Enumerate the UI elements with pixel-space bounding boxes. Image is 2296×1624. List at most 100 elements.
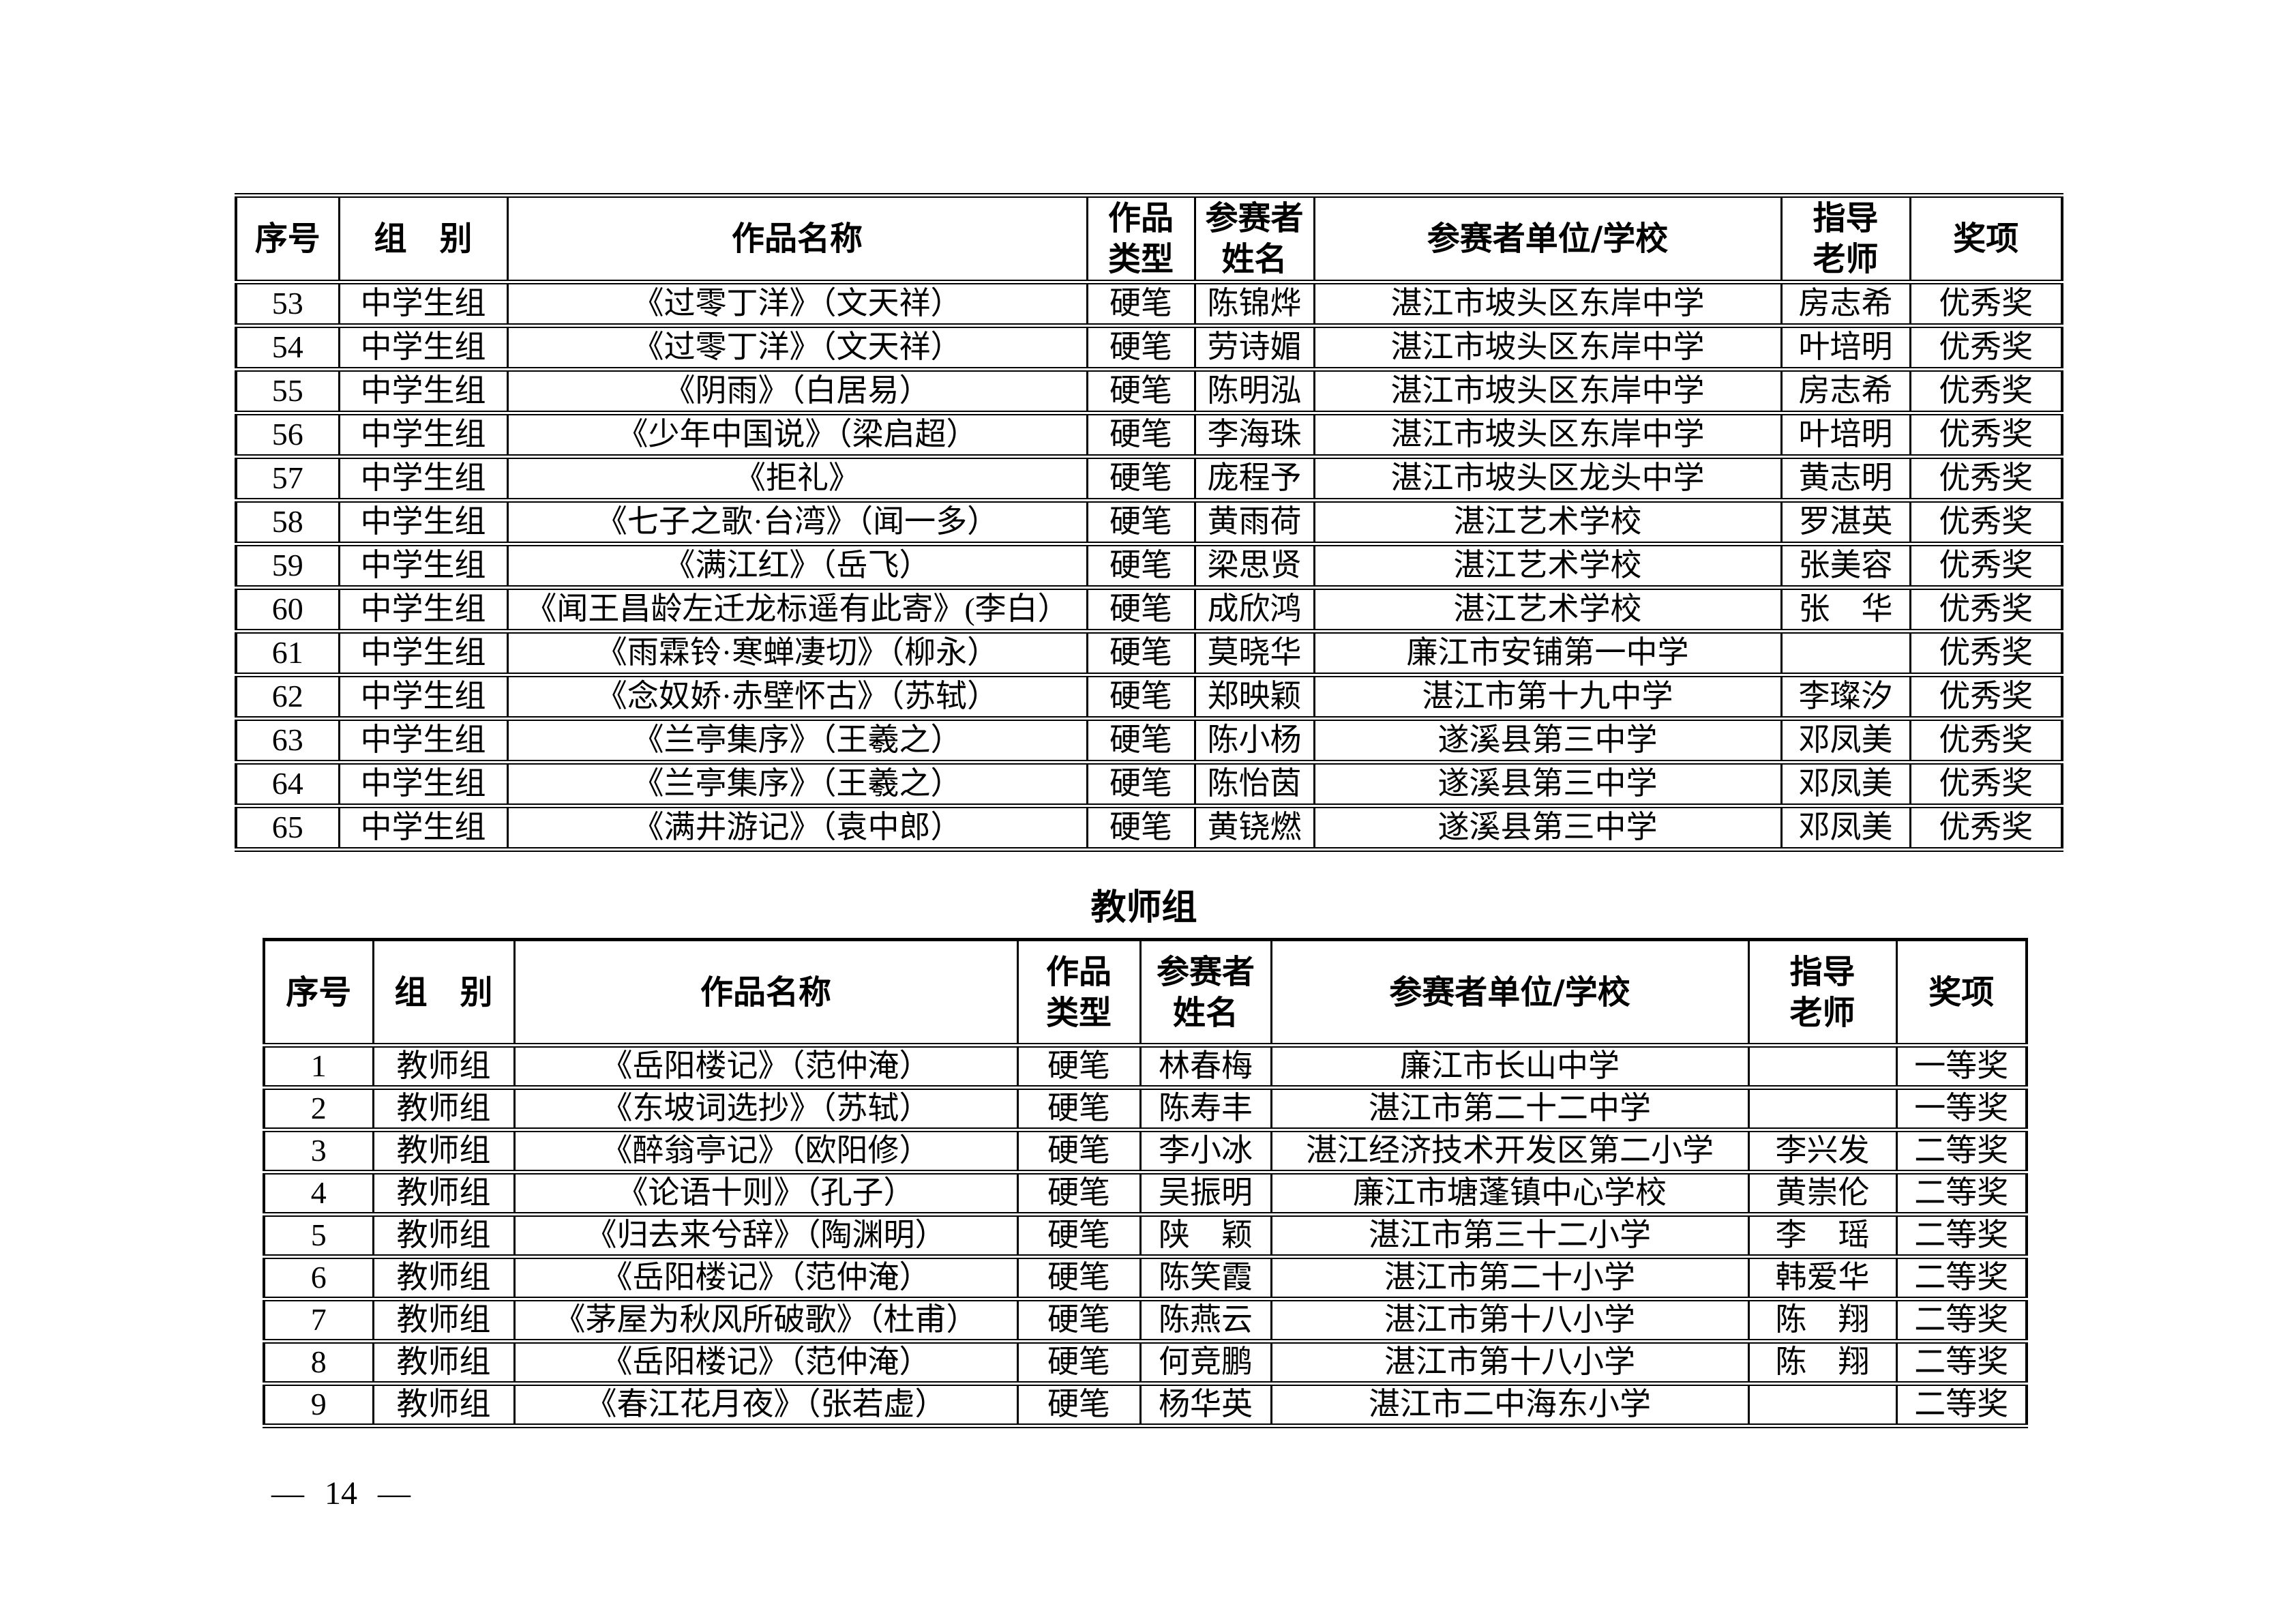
award-cell: 优秀奖	[1909, 762, 2063, 808]
table-row: 6 教师组 《岳阳楼记》（范仲淹） 硬笔 陈笑霞 湛江市第二十小学 韩爱华 二等奖	[263, 1256, 2028, 1301]
table-row: 63 中学生组 《兰亭集序》（王羲之） 硬笔 陈小杨 遂溪县第三中学 邓凤美 优秀奖	[235, 718, 2063, 765]
award-cell: 优秀奖	[1909, 675, 2063, 721]
school-cell: 湛江经济技术开发区第二小学	[1270, 1130, 1750, 1175]
award-cell: 优秀奖	[1909, 718, 2063, 765]
table-row: 57 中学生组 《拒礼》 硬笔 庞程予 湛江市坡头区龙头中学 黄志明 优秀奖	[235, 456, 2063, 503]
work-type-cell: 硬笔	[1086, 718, 1196, 765]
table-row: 64 中学生组 《兰亭集序》（王羲之） 硬笔 陈怡茵 遂溪县第三中学 邓凤美 优秀奖	[235, 762, 2063, 808]
header-award: 奖项	[1895, 939, 2028, 1048]
group-cell: 中学生组	[338, 762, 509, 808]
participant-name-cell: 黄铙燃	[1193, 806, 1315, 852]
school-cell: 湛江市坡头区龙头中学	[1313, 456, 1783, 503]
school-cell: 湛江市第三十二小学	[1270, 1214, 1750, 1259]
header-award: 奖项	[1909, 195, 2063, 284]
group-cell: 中学生组	[338, 325, 509, 372]
header-teacher: 指导 老师	[1780, 195, 1911, 284]
index-cell: 59	[235, 544, 340, 590]
group-cell: 中学生组	[338, 544, 509, 590]
work-title-cell: 《兰亭集序》（王羲之）	[506, 718, 1088, 765]
table-row: 5 教师组 《归去来兮辞》（陶渊明） 硬笔陕 颖湛江市第三十二小学李 瑶二等奖	[263, 1214, 2028, 1259]
group-cell: 教师组	[372, 1299, 516, 1344]
school-cell: 遂溪县第三中学	[1313, 762, 1783, 808]
index-cell: 9	[263, 1383, 374, 1428]
teacher-cell	[1747, 1087, 1898, 1132]
table-row: 1 教师组 《岳阳楼记》（范仲淹） 硬笔 林春梅 廉江市长山中学 一等奖	[263, 1045, 2028, 1090]
school-cell: 湛江艺术学校	[1313, 500, 1783, 546]
group-cell: 教师组	[372, 1383, 516, 1428]
school-cell: 廉江市安铺第一中学	[1313, 631, 1783, 677]
teacher-cell: 陈 翔	[1747, 1299, 1898, 1344]
index-cell: 4	[263, 1172, 374, 1217]
participant-name-cell: 陕 颖	[1139, 1214, 1272, 1259]
group-cell: 中学生组	[338, 631, 509, 677]
work-title-cell: 《茅屋为秋风所破歌》（杜甫）	[513, 1299, 1019, 1344]
work-type-cell: 硬笔	[1086, 413, 1196, 459]
group-cell: 中学生组	[338, 369, 509, 415]
group-cell: 教师组	[372, 1130, 516, 1175]
participant-name-cell: 林春梅	[1139, 1045, 1272, 1090]
teacher-cell: 罗湛英	[1780, 500, 1911, 546]
group-cell: 教师组	[372, 1214, 516, 1259]
work-type-cell: 硬笔	[1016, 1256, 1142, 1301]
work-title-cell: 《七子之歌·台湾》（闻一多）	[506, 500, 1088, 546]
page-number: — 14 —	[271, 1475, 411, 1511]
work-type-cell: 硬笔	[1016, 1172, 1142, 1217]
index-cell: 62	[235, 675, 340, 721]
participant-name-cell: 莫晓华	[1193, 631, 1315, 677]
work-type-cell: 硬笔	[1016, 1341, 1142, 1386]
school-cell: 湛江市第十八小学	[1270, 1299, 1750, 1344]
header-work-type: 作品 类型	[1086, 195, 1196, 284]
teacher-cell: 韩爱华	[1747, 1256, 1898, 1301]
group-cell: 教师组	[372, 1087, 516, 1132]
teacher-cell: 张美容	[1780, 544, 1911, 590]
header-work-title: 作品名称	[506, 195, 1088, 284]
work-title-cell: 《拒礼》	[506, 456, 1088, 503]
table-row: 2 教师组 《东坡词选抄》（苏轼） 硬笔 陈寿丰 湛江市第二十二中学 一等奖	[263, 1087, 2028, 1132]
participant-name-cell: 庞程予	[1193, 456, 1315, 503]
index-cell: 7	[263, 1299, 374, 1344]
teacher-cell	[1747, 1045, 1898, 1090]
award-cell: 二等奖	[1895, 1172, 2028, 1217]
teacher-table: 序号组 别作品名称 作品 类型 参赛者 姓名 参赛者单位/学校 指导 老师 奖项 1 教师组《…	[263, 938, 2028, 1428]
work-title-cell: 《少年中国说》（梁启超）	[506, 413, 1088, 459]
participant-name-cell: 梁思贤	[1193, 544, 1315, 590]
work-title-cell: 《兰亭集序》（王羲之）	[506, 762, 1088, 808]
work-type-cell: 硬笔	[1086, 325, 1196, 372]
middle-school-table: 序号组 别作品名称 作品 类型 参赛者 姓名 参赛者单位/学校 指导 老师 奖项 53 中学生…	[235, 193, 2063, 852]
work-title-cell: 《东坡词选抄》（苏轼）	[513, 1087, 1019, 1132]
header-school: 参赛者单位/学校	[1270, 939, 1750, 1048]
table-row: 7 教师组 《茅屋为秋风所破歌》（杜甫） 硬笔 陈燕云 湛江市第十八小学陈 翔二等奖	[263, 1299, 2028, 1344]
table-row: 4 教师组 《论语十则》（孔子） 硬笔 吴振明 廉江市塘蓬镇中心学校 黄崇伦 二等奖	[263, 1172, 2028, 1217]
table-row: 65 中学生组 《满井游记》（袁中郎） 硬笔 黄铙燃 遂溪县第三中学 邓凤美 优秀奖	[235, 806, 2063, 852]
award-cell: 优秀奖	[1909, 631, 2063, 677]
school-cell: 湛江市第二十二中学	[1270, 1087, 1750, 1132]
participant-name-cell: 陈锦烨	[1193, 282, 1315, 328]
work-type-cell: 硬笔	[1086, 544, 1196, 590]
work-title-cell: 《醉翁亭记》（欧阳修）	[513, 1130, 1019, 1175]
table-row: 58 中学生组 《七子之歌·台湾》（闻一多） 硬笔 黄雨荷 湛江艺术学校 罗湛英 优秀奖	[235, 500, 2063, 546]
header-row: 序号组 别作品名称 作品 类型 参赛者 姓名 参赛者单位/学校 指导 老师 奖项	[263, 939, 2028, 1048]
participant-name-cell: 吴振明	[1139, 1172, 1272, 1217]
group-cell: 中学生组	[338, 282, 509, 328]
teacher-cell	[1780, 631, 1911, 677]
index-cell: 3	[263, 1130, 374, 1175]
index-cell: 1	[263, 1045, 374, 1090]
teacher-cell: 李 瑶	[1747, 1214, 1898, 1259]
participant-name-cell: 李小冰	[1139, 1130, 1272, 1175]
participant-name-cell: 陈燕云	[1139, 1299, 1272, 1344]
work-type-cell: 硬笔	[1086, 587, 1196, 634]
header-teacher: 指导 老师	[1747, 939, 1898, 1048]
work-type-cell: 硬笔	[1016, 1045, 1142, 1090]
award-cell: 一等奖	[1895, 1087, 2028, 1132]
award-cell: 二等奖	[1895, 1214, 2028, 1259]
index-cell: 2	[263, 1087, 374, 1132]
award-cell: 优秀奖	[1909, 456, 2063, 503]
group-cell: 中学生组	[338, 675, 509, 721]
work-title-cell: 《过零丁洋》（文天祥）	[506, 325, 1088, 372]
teacher-cell: 叶培明	[1780, 413, 1911, 459]
index-cell: 8	[263, 1341, 374, 1386]
work-type-cell: 硬笔	[1016, 1214, 1142, 1259]
index-cell: 56	[235, 413, 340, 459]
group-cell: 教师组	[372, 1172, 516, 1217]
work-title-cell: 《论语十则》（孔子）	[513, 1172, 1019, 1217]
